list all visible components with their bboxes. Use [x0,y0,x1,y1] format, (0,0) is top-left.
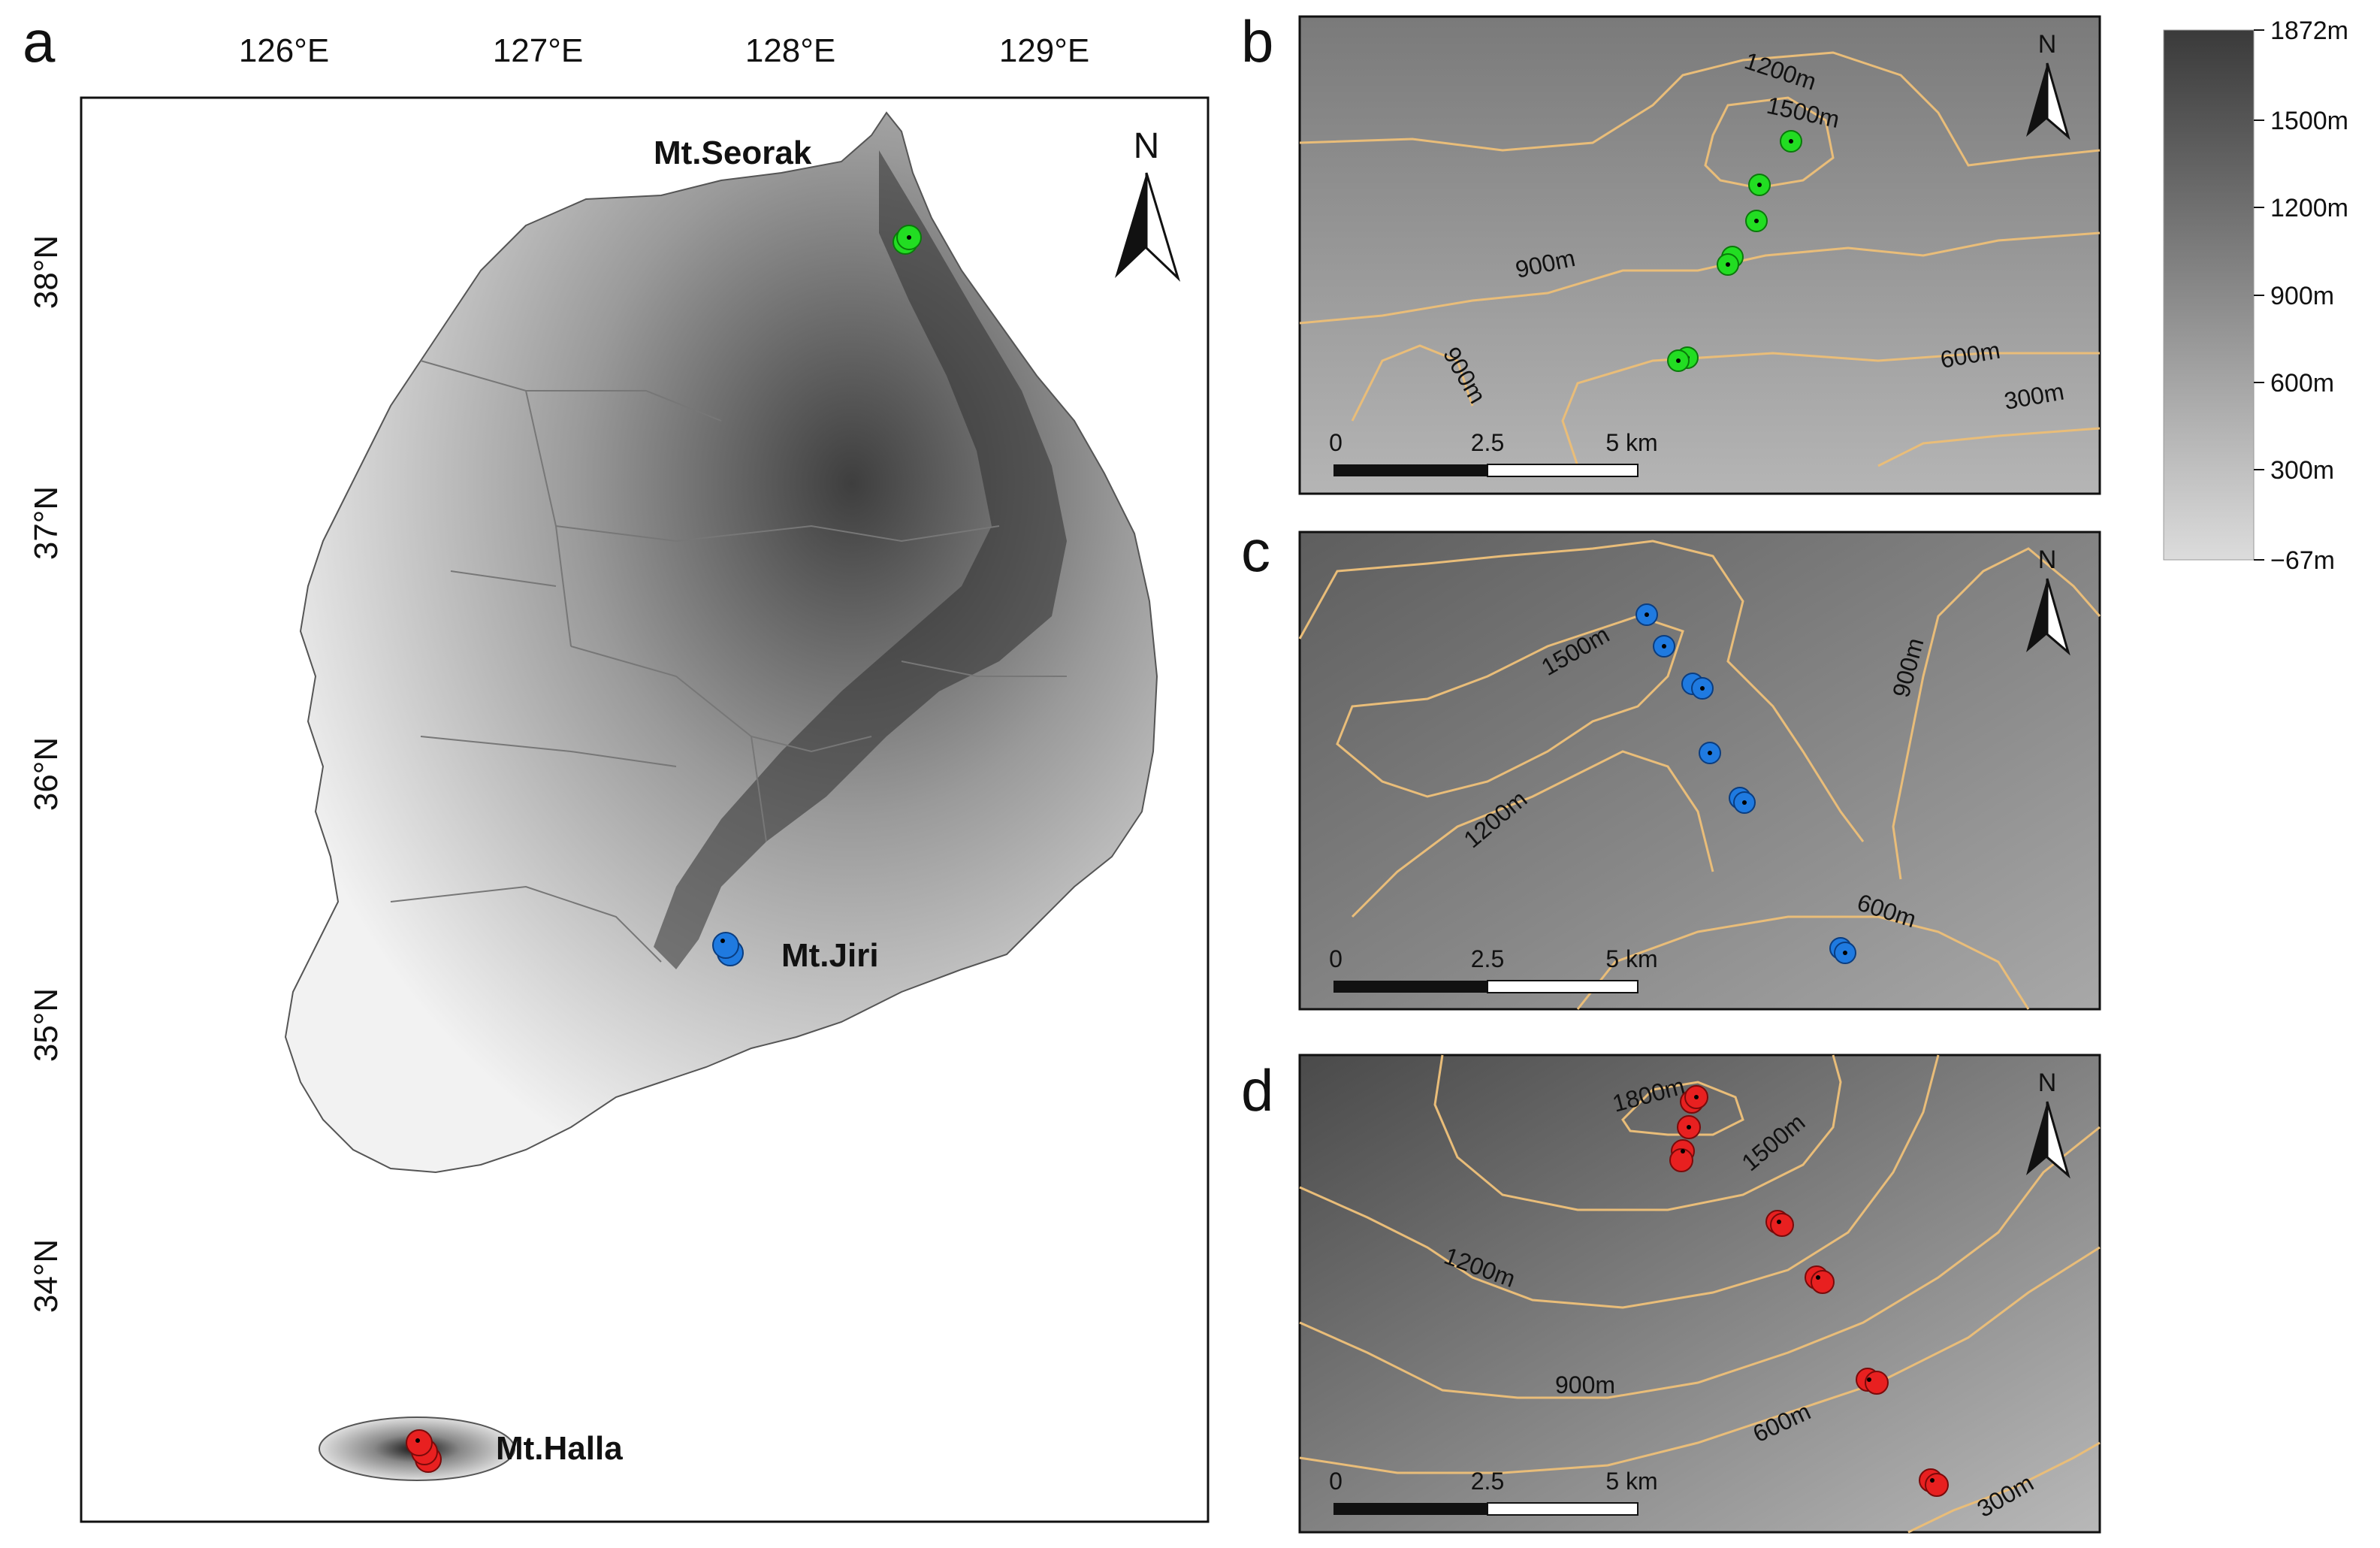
scale-bar-c: 0 2.5 5 km [1329,945,1658,993]
north-arrow-d: N [2026,1069,2070,1179]
north-arrow-d-label: N [2038,1069,2057,1097]
plots-halla [1669,1085,1949,1497]
lat-tick-37: 37°N [28,486,65,560]
legend-label-900: 900m [2270,282,2334,310]
map-c-frame [1298,531,2101,1011]
scale-bar-d: 0 2.5 5 km [1329,1468,1658,1516]
scale-bar-b: 0 2.5 5 km [1329,429,1658,477]
north-arrow-c-label: N [2038,546,2057,574]
lon-tick-126: 126°E [239,32,329,69]
elevation-legend: 1872m 1500m 1200m 900m 600m 300m −67m [2163,17,2348,575]
province-boundaries [390,360,1067,963]
panel-c: c 1500m 900m 1200m 600m 0 2.5 5 km [1241,518,2101,1011]
scale-c-5km: 5 km [1605,945,1657,972]
scale-b-5km: 5 km [1605,429,1657,456]
lon-tick-128: 128°E [745,32,835,69]
contours-c [1298,540,2101,1010]
north-arrow-a: N [1115,126,1181,282]
lat-tick-38: 38°N [28,235,65,309]
lat-tick-35: 35°N [28,988,65,1062]
legend-label-300: 300m [2270,456,2334,485]
legend-color-bar [2163,29,2255,561]
legend-label-1872: 1872m [2270,17,2348,45]
scale-c-0: 0 [1329,945,1343,972]
contours-b [1299,51,2101,467]
lat-tick-labels: 38°N 37°N 36°N 35°N 34°N [28,235,65,1313]
panel-a-letter: a [23,8,56,74]
panel-b-letter: b [1241,8,1273,74]
marker-halla [406,1429,442,1473]
scale-d-2-5: 2.5 [1471,1468,1504,1495]
plots-jiri [1635,603,1856,964]
scale-d-0: 0 [1329,1468,1343,1495]
korea-mainland [284,111,1158,1174]
legend-label-1500: 1500m [2270,107,2348,135]
contour-d-900: 900m [1555,1371,1615,1398]
panel-b: b 1200m 1500m 900m 900m 600m 300m 0 [1241,8,2101,495]
lon-tick-127: 127°E [493,32,583,69]
panel-a: a 126°E 127°E 128°E 129°E 38°N 37°N 36°N… [23,8,1210,1523]
scale-d-5km: 5 km [1605,1468,1657,1495]
panel-d-letter: d [1241,1057,1273,1123]
map-b-frame [1298,15,2101,495]
scale-b-0: 0 [1329,429,1343,456]
label-mt-seorak: Mt.Seorak [654,135,812,171]
legend-label-1200: 1200m [2270,194,2348,222]
marker-seorak [892,225,922,255]
north-arrow-c: N [2026,546,2070,656]
label-mt-halla: Mt.Halla [496,1430,623,1467]
plots-seorak [1667,130,1802,372]
legend-label-minus67: −67m [2270,546,2335,575]
label-mt-jiri: Mt.Jiri [781,937,879,974]
scale-b-2-5: 2.5 [1471,429,1504,456]
marker-jiri [712,932,744,966]
north-arrow-b-label: N [2038,30,2057,59]
panel-d: d 1800m 1500m 1200m 900m 600m 300m [1241,1054,2101,1534]
contours-d [1299,1054,2101,1534]
north-arrow-b: N [2026,30,2070,141]
panel-c-letter: c [1241,518,1270,584]
lat-tick-36: 36°N [28,737,65,811]
scale-c-2-5: 2.5 [1471,945,1504,972]
lat-tick-34: 34°N [28,1239,65,1313]
lon-tick-labels: 126°E 127°E 128°E 129°E [239,32,1089,69]
north-arrow-a-label: N [1134,126,1160,166]
mountain-ridge-east [654,150,1067,969]
lon-tick-129: 129°E [999,32,1089,69]
legend-label-600: 600m [2270,369,2334,398]
